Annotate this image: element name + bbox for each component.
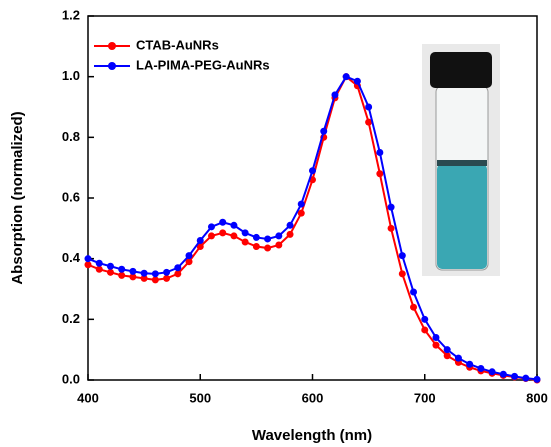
- data-point: [264, 235, 272, 243]
- data-point: [106, 262, 114, 270]
- data-point: [241, 238, 249, 246]
- data-point: [151, 276, 159, 284]
- data-point: [185, 252, 193, 260]
- data-point: [477, 364, 485, 372]
- data-point: [118, 265, 126, 273]
- data-point: [376, 170, 384, 178]
- data-point: [129, 267, 137, 275]
- data-point: [342, 73, 350, 81]
- data-point: [106, 268, 114, 276]
- data-point: [297, 209, 305, 217]
- y-tick-label: 0.8: [62, 129, 80, 144]
- data-point: [398, 270, 406, 278]
- data-point: [387, 203, 395, 211]
- data-point: [151, 270, 159, 278]
- x-tick-label: 500: [189, 390, 211, 405]
- y-tick-label: 0.0: [62, 371, 80, 386]
- data-point: [410, 303, 418, 311]
- x-tick-label: 700: [414, 390, 436, 405]
- y-axis-title: Absorption (normalized): [9, 111, 26, 284]
- x-tick-label: 600: [302, 390, 324, 405]
- x-axis-title: Wavelength (nm): [252, 427, 372, 444]
- data-point: [365, 103, 373, 111]
- data-point: [140, 269, 148, 277]
- data-point: [286, 230, 294, 238]
- data-point: [252, 233, 260, 241]
- data-point: [353, 77, 361, 85]
- data-point: [454, 354, 462, 362]
- data-point: [219, 218, 227, 226]
- data-point: [84, 261, 92, 269]
- data-point: [511, 372, 519, 380]
- data-point: [241, 229, 249, 237]
- data-point: [286, 221, 294, 229]
- data-point: [499, 370, 507, 378]
- data-point: [275, 232, 283, 240]
- data-point: [219, 229, 227, 237]
- data-point: [252, 243, 260, 251]
- data-point: [331, 91, 339, 99]
- data-point: [421, 326, 429, 334]
- data-point: [163, 268, 171, 276]
- data-point: [432, 341, 440, 349]
- x-tick-label: 400: [77, 390, 99, 405]
- y-tick-label: 0.2: [62, 311, 80, 326]
- data-point: [432, 334, 440, 342]
- data-point: [488, 368, 496, 376]
- x-tick-label: 800: [526, 390, 548, 405]
- data-point: [533, 375, 541, 383]
- y-tick-label: 1.0: [62, 68, 80, 83]
- data-point: [275, 241, 283, 249]
- data-point: [174, 270, 182, 278]
- data-point: [421, 315, 429, 323]
- data-point: [398, 252, 406, 260]
- data-point: [376, 149, 384, 156]
- y-tick-label: 1.2: [62, 7, 80, 22]
- data-point: [207, 232, 215, 240]
- data-point: [365, 118, 373, 126]
- data-point: [387, 224, 395, 232]
- data-point: [410, 288, 418, 296]
- data-point: [129, 273, 137, 281]
- vial-photo: [422, 44, 500, 276]
- data-point: [196, 243, 204, 251]
- legend-label: LA-PIMA-PEG-AuNRs: [136, 57, 270, 72]
- data-point: [95, 259, 103, 267]
- data-point: [140, 274, 148, 282]
- data-point: [230, 221, 238, 229]
- y-tick-label: 0.6: [62, 189, 80, 204]
- data-point: [264, 244, 272, 252]
- data-point: [522, 374, 530, 382]
- data-point: [297, 200, 305, 208]
- legend-marker: [108, 62, 116, 70]
- data-point: [174, 264, 182, 272]
- data-point: [95, 265, 103, 273]
- data-point: [230, 232, 238, 240]
- data-point: [443, 352, 451, 360]
- data-point: [185, 258, 193, 266]
- data-point: [84, 255, 92, 263]
- legend-marker: [108, 42, 116, 50]
- y-tick-label: 0.4: [62, 250, 81, 265]
- legend-label: CTAB-AuNRs: [136, 37, 219, 52]
- data-point: [320, 127, 328, 135]
- data-point: [309, 167, 316, 175]
- data-point: [118, 271, 126, 279]
- data-point: [163, 274, 171, 282]
- data-point: [196, 236, 204, 244]
- data-point: [443, 346, 451, 354]
- data-point: [207, 223, 215, 231]
- data-point: [466, 360, 474, 368]
